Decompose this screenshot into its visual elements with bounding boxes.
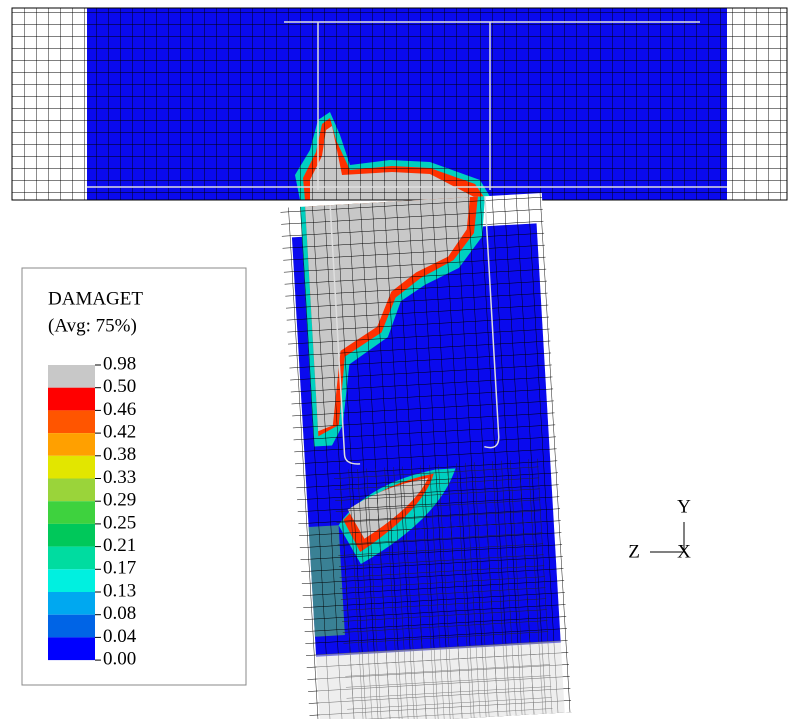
- legend-band: [48, 614, 95, 638]
- legend-level: 0.25: [103, 512, 136, 533]
- legend-level: 0.42: [103, 421, 136, 442]
- legend-level: 0.38: [103, 444, 136, 465]
- legend-band: [48, 433, 95, 456]
- legend-level: 0.29: [103, 490, 136, 511]
- axis-triad: Y Z X: [628, 496, 691, 562]
- legend-level: 0.17: [103, 558, 136, 579]
- legend-level: 0.46: [103, 399, 136, 420]
- legend-level: 0.21: [103, 535, 136, 556]
- legend-band: [48, 478, 95, 502]
- legend-band: [48, 410, 95, 434]
- triad-x: X: [677, 541, 691, 562]
- triad-y: Y: [677, 496, 691, 517]
- column: [280, 192, 572, 719]
- legend-band: [48, 569, 95, 592]
- legend-band: [48, 455, 95, 479]
- legend-band: [48, 637, 95, 661]
- legend-level: 0.04: [103, 626, 137, 647]
- legend-level: 0.00: [103, 648, 136, 669]
- legend-level: 0.33: [103, 467, 136, 488]
- triad-z: Z: [628, 541, 640, 562]
- legend-level: 0.98: [103, 353, 136, 374]
- legend-band: [48, 592, 95, 615]
- legend-level: 0.08: [103, 603, 136, 624]
- legend: 0.980.500.460.420.380.330.290.250.210.17…: [48, 353, 137, 669]
- legend-band: [48, 523, 95, 547]
- legend-title: DAMAGET: [48, 288, 143, 309]
- legend-band: [48, 501, 95, 524]
- legend-band: [48, 546, 95, 570]
- legend-band: [48, 365, 95, 388]
- slab: [11, 7, 788, 201]
- legend-subtitle: (Avg: 75%): [48, 315, 137, 336]
- legend-level: 0.50: [103, 376, 136, 397]
- legend-band: [48, 387, 95, 411]
- legend-level: 0.13: [103, 580, 136, 601]
